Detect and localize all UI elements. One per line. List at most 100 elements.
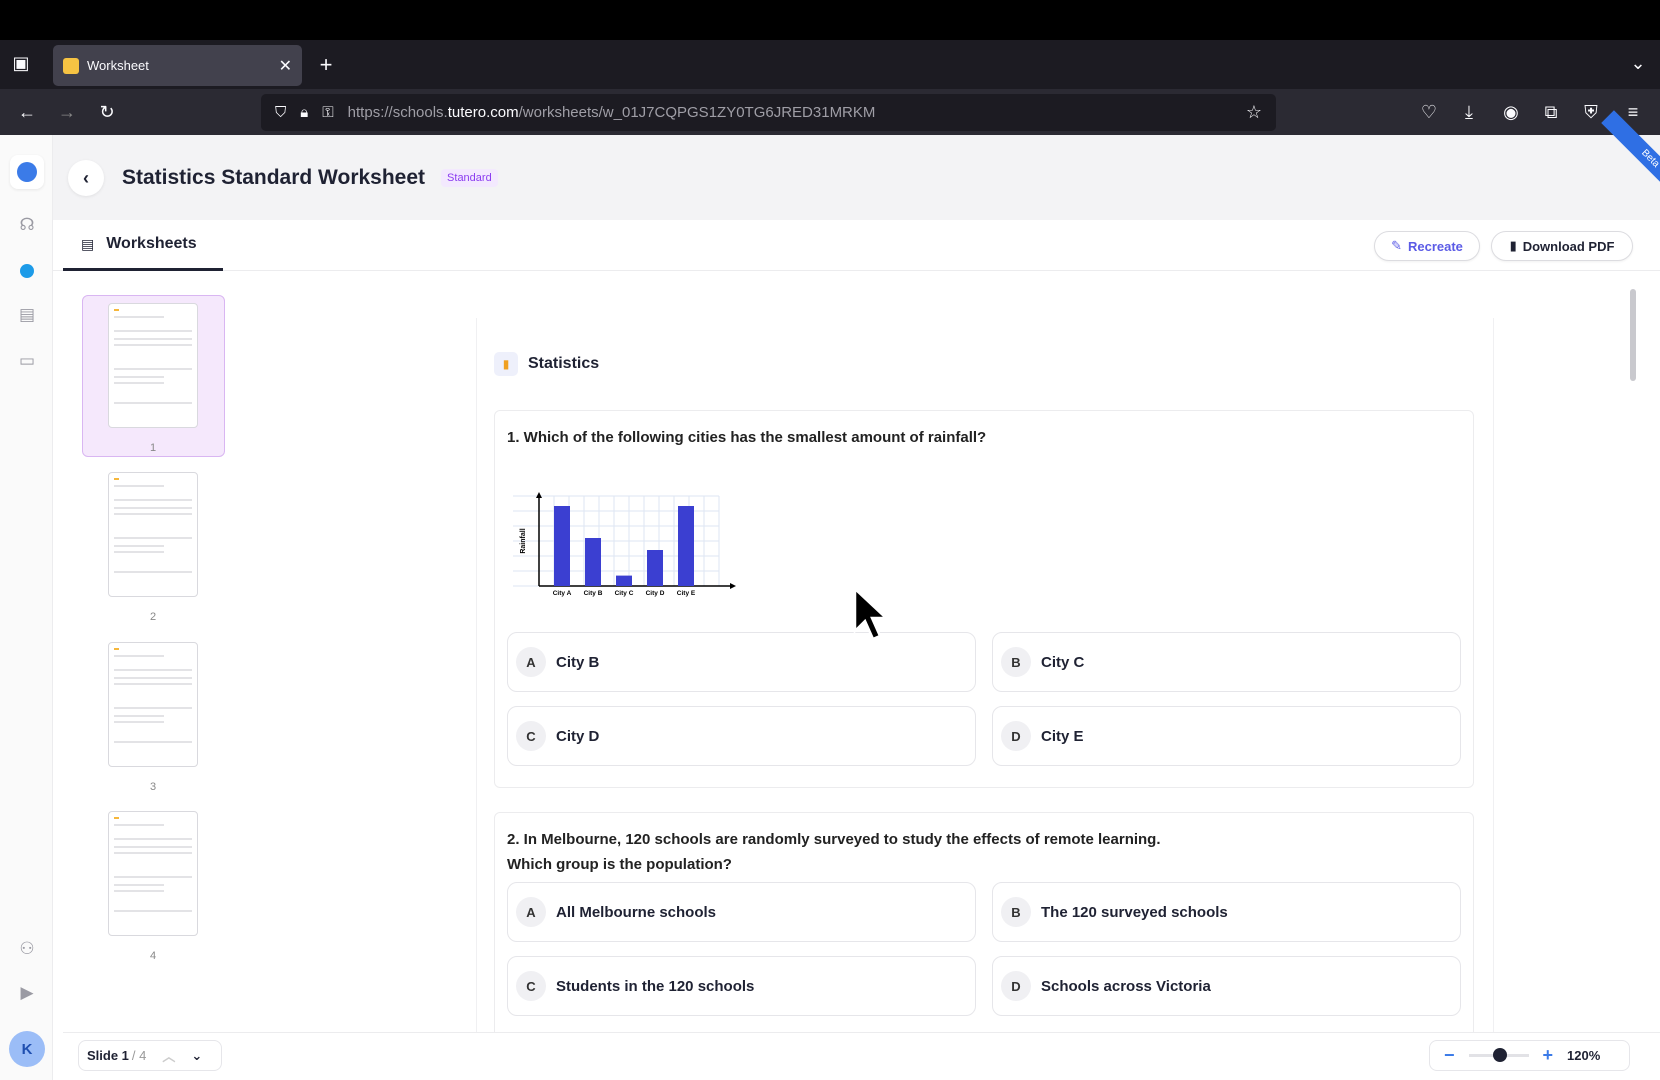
forward-icon[interactable]: →: [58, 101, 76, 122]
key-icon[interactable]: ⚿: [322, 104, 334, 121]
tab-overview-icon[interactable]: ▣: [12, 52, 30, 73]
answer-option-b[interactable]: B City C: [992, 632, 1461, 692]
option-letter: B: [1001, 647, 1031, 677]
option-letter: B: [1001, 897, 1031, 927]
option-label: Schools across Victoria: [1041, 977, 1211, 995]
option-letter: D: [1001, 721, 1031, 751]
download-label: Download PDF: [1522, 238, 1615, 254]
ublock-icon[interactable]: ⛨: [1584, 101, 1598, 122]
shield-icon[interactable]: ⛉: [275, 104, 287, 121]
zoom-level: 120%: [1567, 1048, 1601, 1063]
slide-thumbnail[interactable]: [108, 472, 198, 597]
slide-thumbnail[interactable]: [108, 811, 198, 936]
question-text: 1. Which of the following cities has the…: [507, 429, 987, 446]
lock-icon[interactable]: 🔒︎: [300, 104, 309, 121]
pocket-icon[interactable]: ♡: [1420, 101, 1438, 122]
answer-option-d[interactable]: D Schools across Victoria: [992, 956, 1461, 1016]
slide-thumbnail[interactable]: [108, 642, 198, 767]
option-label: City D: [556, 727, 600, 745]
tab-title: Worksheet: [87, 58, 149, 73]
contacts-icon[interactable]: ▤: [18, 305, 36, 324]
x-axis-arrow: [730, 583, 736, 589]
question-subtext: Which group is the population?: [507, 856, 732, 873]
question-text: 2. In Melbourne, 120 schools are randoml…: [507, 831, 1161, 848]
account-icon[interactable]: ◉: [1503, 101, 1519, 122]
recreate-button[interactable]: ✎ Recreate: [1374, 231, 1480, 261]
next-slide-icon[interactable]: ⌄: [191, 1047, 203, 1063]
x-tick-label: City D: [646, 590, 665, 597]
thumbnail-number: 2: [149, 611, 157, 623]
answer-option-d[interactable]: D City E: [992, 706, 1461, 766]
zoom-out-icon[interactable]: −: [1444, 1045, 1455, 1065]
option-letter: C: [516, 971, 546, 1001]
bar-city-a: [554, 506, 570, 586]
rainfall-bar-chart: Rainfall City A City B City C City D City E: [513, 492, 736, 597]
answer-option-b[interactable]: B The 120 surveyed schools: [992, 882, 1461, 942]
cards-icon[interactable]: ▭: [18, 351, 36, 370]
slide-total: / 4: [131, 1048, 147, 1063]
thumbnail-number: 1: [149, 442, 157, 454]
app-logo-icon[interactable]: [10, 155, 44, 189]
new-tab-button[interactable]: +: [319, 52, 333, 77]
url-bar[interactable]: ⛉ 🔒︎ ⚿ https://schools.tutero.com/worksh…: [261, 94, 1276, 131]
ai-head-icon[interactable]: ☊: [19, 215, 35, 234]
option-label: The 120 surveyed schools: [1041, 903, 1228, 921]
option-label: City C: [1041, 653, 1085, 671]
page-header: [53, 135, 1660, 220]
back-button[interactable]: ‹: [68, 160, 104, 196]
section-title: Statistics: [528, 355, 600, 372]
option-label: City B: [556, 653, 600, 671]
bookmark-star-icon[interactable]: ☆: [1245, 102, 1262, 122]
option-label: City E: [1041, 727, 1084, 745]
tab-label: Worksheets: [106, 235, 197, 252]
scrollbar[interactable]: [1630, 289, 1636, 381]
browser-tab[interactable]: Worksheet ✕: [53, 45, 302, 86]
y-axis-label: Rainfall: [520, 528, 527, 553]
chart-icon: ▮: [494, 352, 518, 376]
slideshow-icon[interactable]: ▶: [20, 983, 34, 1002]
ai-badge-icon[interactable]: [13, 257, 41, 285]
option-letter: A: [516, 647, 546, 677]
url-prefix: https://schools.: [347, 104, 448, 121]
zoom-control[interactable]: − + 120%: [1429, 1040, 1630, 1071]
back-icon[interactable]: ←: [18, 101, 36, 122]
recreate-label: Recreate: [1407, 238, 1463, 254]
option-letter: A: [516, 897, 546, 927]
slide-current: Slide 1: [87, 1048, 129, 1063]
favicon-icon: [63, 57, 79, 74]
slide-thumbnail[interactable]: [108, 303, 198, 428]
file-icon: ▮: [1509, 238, 1517, 253]
option-label: All Melbourne schools: [556, 903, 717, 921]
slide-navigator[interactable]: Slide 1 / 4 ︿ ⌄: [78, 1040, 222, 1071]
answer-option-a[interactable]: A City B: [507, 632, 976, 692]
reload-icon[interactable]: ↻: [99, 101, 115, 122]
bottom-bar: [63, 1032, 1660, 1080]
left-rail: ☊ ▤ ▭ ⚇ ▶ K: [0, 135, 53, 1080]
downloads-icon[interactable]: ⤓: [1465, 101, 1473, 122]
extensions-icon[interactable]: ⧉: [1544, 101, 1558, 122]
menu-icon[interactable]: ≡: [1627, 101, 1639, 122]
wand-icon: ✎: [1391, 238, 1402, 253]
title-group: Statistics Standard Worksheet Standard: [122, 160, 498, 196]
zoom-slider-thumb[interactable]: [1492, 1048, 1507, 1062]
download-pdf-button[interactable]: ▮ Download PDF: [1491, 231, 1633, 261]
answer-option-c[interactable]: C Students in the 120 schools: [507, 956, 976, 1016]
bar-city-e: [678, 506, 694, 586]
answer-option-a[interactable]: A All Melbourne schools: [507, 882, 976, 942]
avatar[interactable]: K: [9, 1031, 45, 1067]
tab-worksheets[interactable]: ▤ Worksheets: [63, 220, 223, 271]
bar-city-d: [647, 550, 663, 586]
x-tick-label: City C: [615, 590, 634, 597]
close-tab-icon[interactable]: ✕: [278, 57, 292, 75]
url-domain: tutero.com: [447, 104, 519, 121]
zoom-in-icon[interactable]: +: [1542, 1045, 1554, 1065]
os-top-bar: [0, 0, 1660, 40]
group-icon[interactable]: ⚇: [19, 939, 35, 958]
prev-slide-icon[interactable]: ︿: [162, 1049, 176, 1064]
option-label: Students in the 120 schools: [556, 977, 755, 995]
answer-option-c[interactable]: C City D: [507, 706, 976, 766]
section-heading: ▮ Statistics: [494, 352, 599, 376]
list-tabs-chevron-icon[interactable]: ⌄: [1630, 52, 1646, 73]
y-axis-arrow: [536, 492, 542, 498]
zoom-slider[interactable]: [1468, 1048, 1529, 1062]
